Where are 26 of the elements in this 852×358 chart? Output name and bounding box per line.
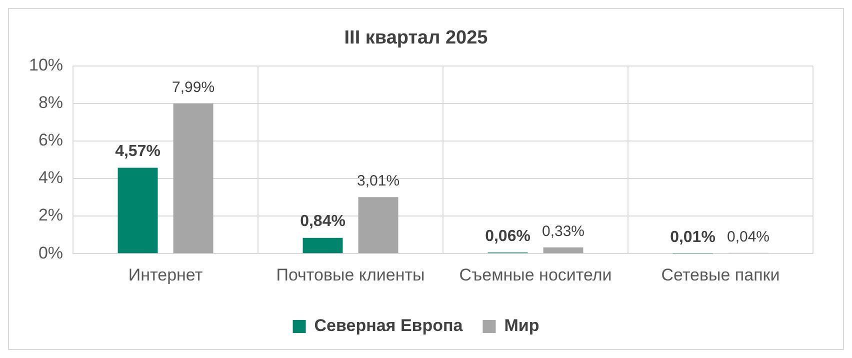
data-label: 0,84% <box>300 213 346 230</box>
y-tick-label: 0% <box>38 243 64 262</box>
x-tick-label: Интернет <box>128 265 203 284</box>
data-label: 3,01% <box>356 172 400 190</box>
legend-label: Мир <box>504 316 540 336</box>
y-tick-label: 2% <box>38 206 64 225</box>
x-tick-label: Съемные носители <box>459 265 612 284</box>
y-tick-label: 6% <box>38 130 64 150</box>
legend-label: Северная Европа <box>314 316 464 336</box>
data-label: 0,01% <box>670 228 716 246</box>
y-tick-label: 10% <box>28 55 64 74</box>
data-label: 7,99% <box>172 79 215 96</box>
bar <box>173 104 214 254</box>
bar <box>358 197 398 254</box>
bar <box>302 238 343 254</box>
y-tick-label: 8% <box>38 93 64 112</box>
bar <box>543 247 584 254</box>
data-label: 0,04% <box>726 228 770 246</box>
bar <box>118 168 158 254</box>
chart-title: III квартал 2025 <box>344 28 488 49</box>
x-tick-label: Почтовые клиенты <box>276 265 425 284</box>
data-label: 0,33% <box>542 223 585 240</box>
y-tick-label: 4% <box>38 168 64 188</box>
x-tick-label: Сетевые папки <box>661 265 780 284</box>
data-label: 0,06% <box>485 228 530 245</box>
data-label: 4,57% <box>115 143 160 160</box>
